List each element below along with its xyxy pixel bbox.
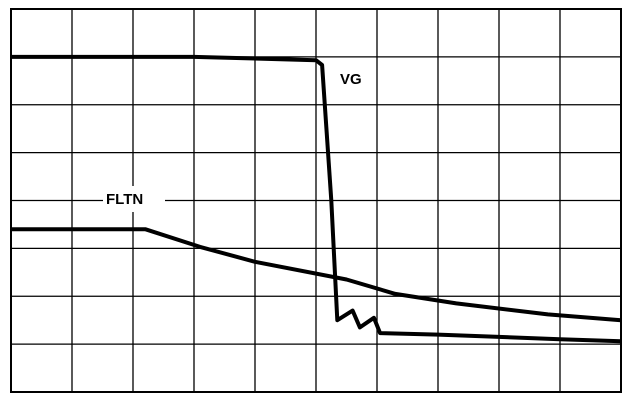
series-line-vg <box>11 54 622 344</box>
fltn-label-mask <box>103 186 165 212</box>
annotation-fltn: FLTN <box>106 191 143 208</box>
annotation-vg: VG <box>340 71 362 88</box>
series-layer <box>11 54 622 344</box>
series-line-fltn <box>11 227 622 323</box>
annotation-layer: FLTN VG <box>103 71 362 212</box>
